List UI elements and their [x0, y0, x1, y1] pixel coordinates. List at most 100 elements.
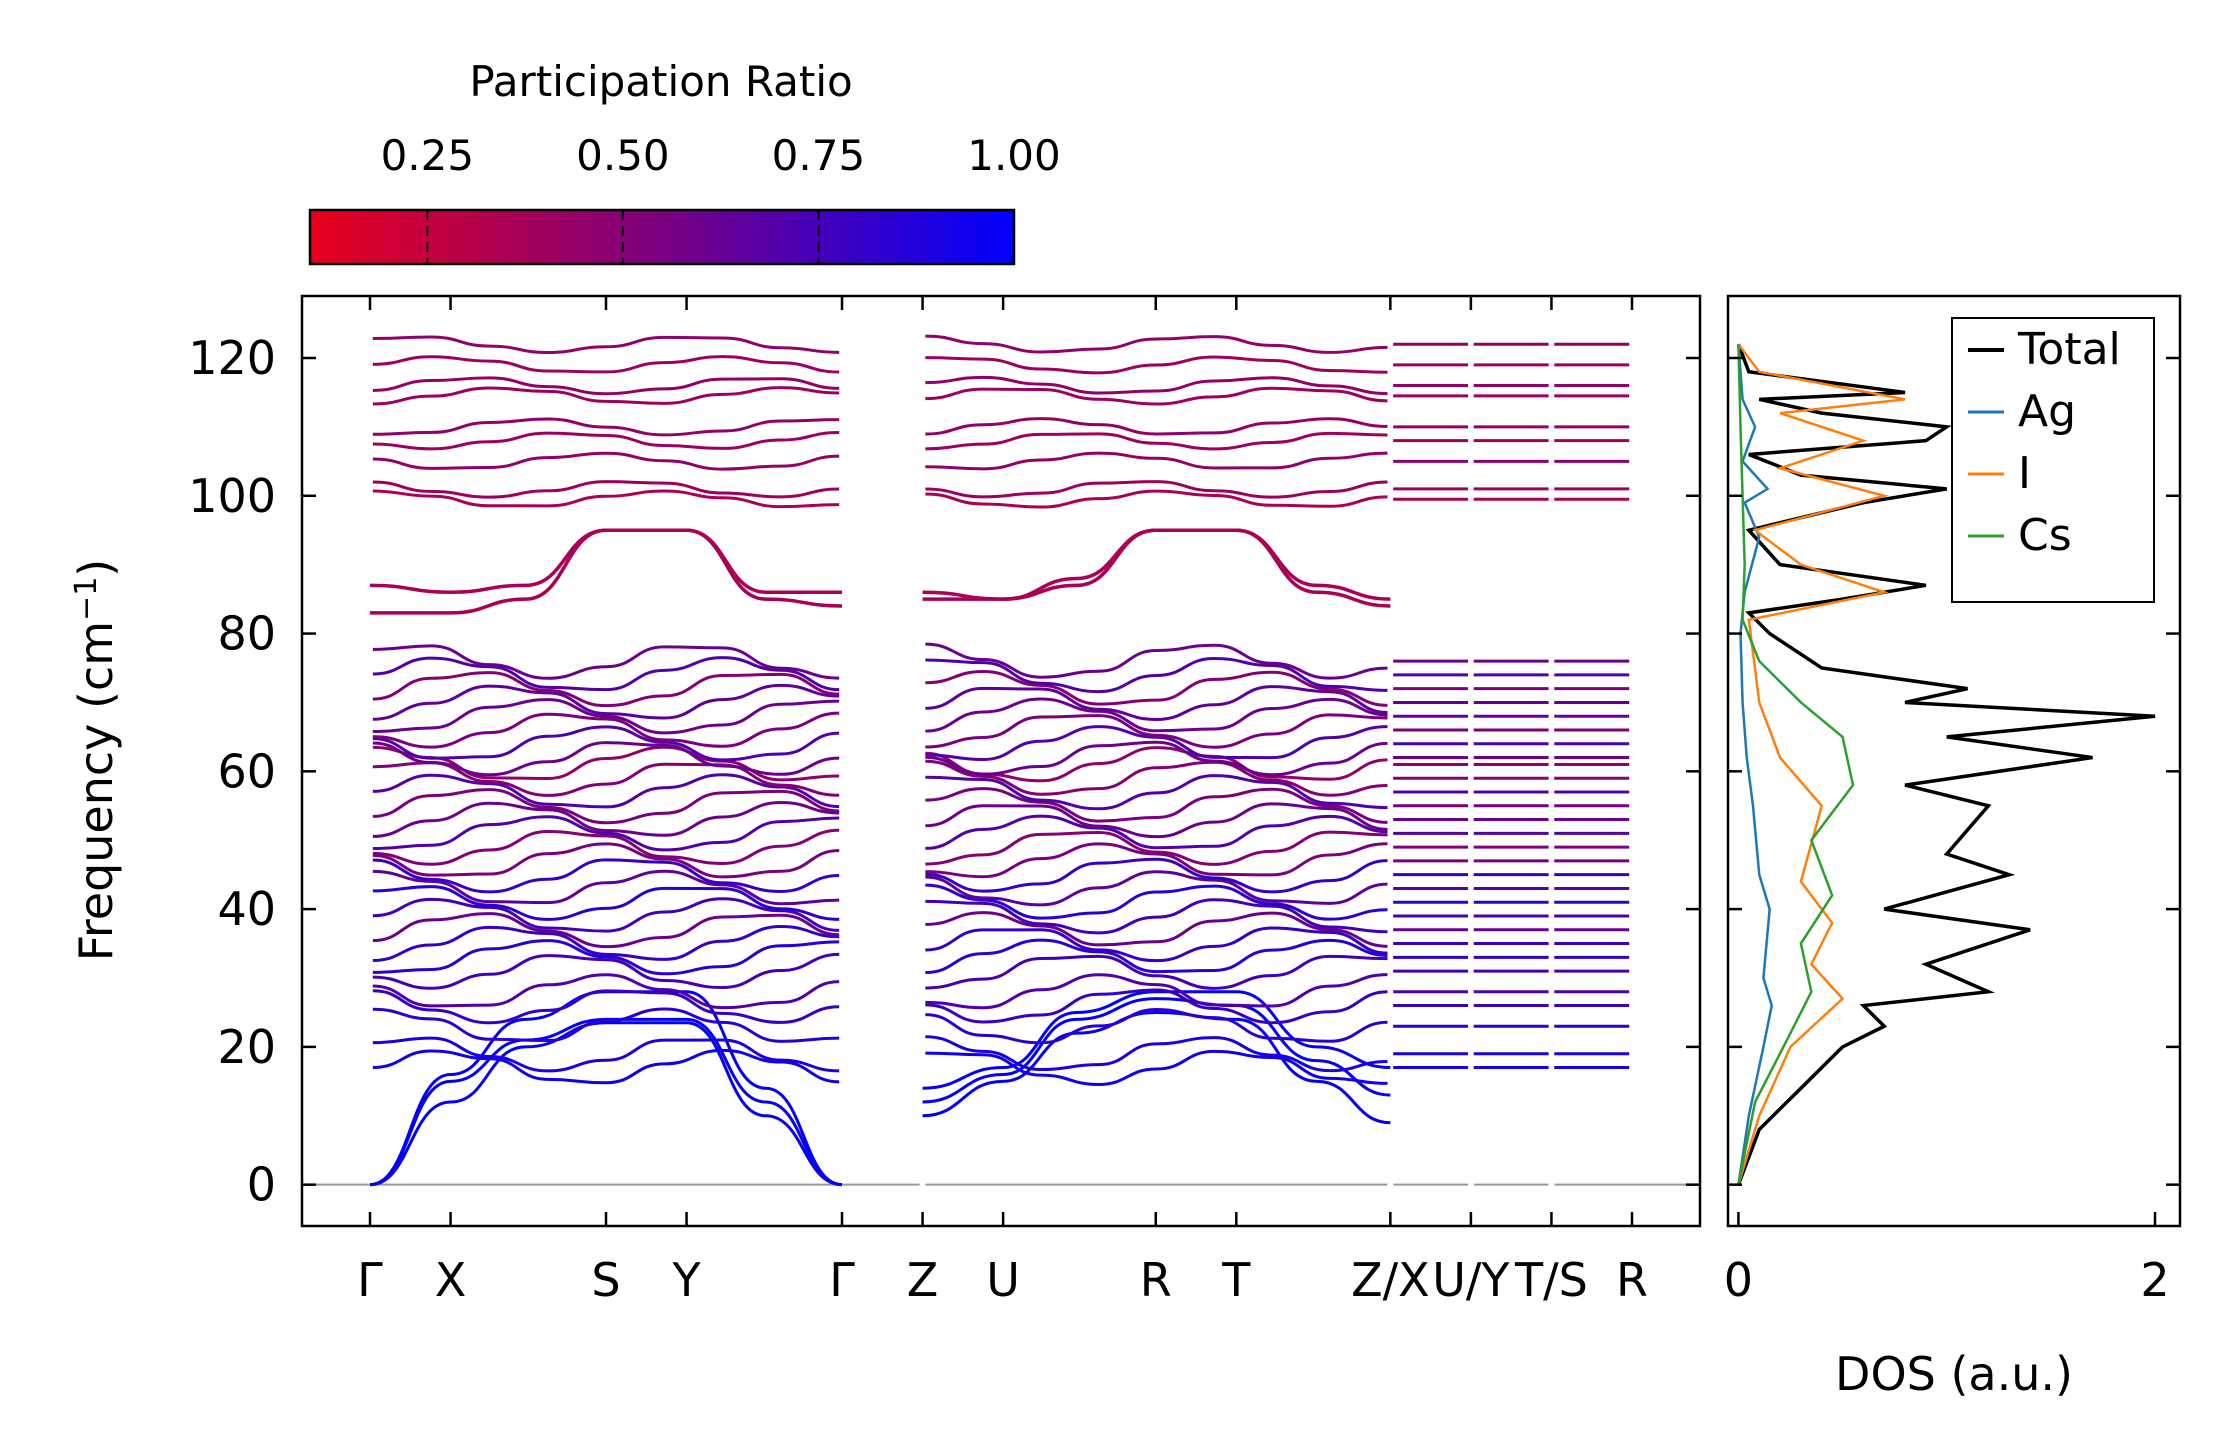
- band-optical: [925, 697, 1388, 733]
- band-optical: [372, 711, 840, 749]
- band-optic-hump-2: [369, 528, 843, 594]
- band-optical: [925, 814, 1388, 850]
- dos-series-total: [1736, 343, 2156, 1186]
- y-axis-title-text: Frequency (cm: [69, 621, 123, 961]
- band-optic-hump-1: [370, 528, 843, 615]
- band-optical: [372, 952, 840, 990]
- k-point-label: T/S: [1514, 1253, 1588, 1307]
- band-optical: [925, 451, 1388, 471]
- band-optical: [372, 431, 840, 451]
- k-point-label: Γ: [829, 1253, 855, 1307]
- band-acoustic-1: [369, 1021, 843, 1187]
- colorbar-tick-label: 1.00: [967, 131, 1061, 180]
- band-optical: [372, 773, 840, 809]
- k-point-label: Z/X: [1351, 1253, 1430, 1307]
- band-optical: [925, 911, 1388, 948]
- band-optical: [925, 489, 1388, 509]
- dos-x-axis-title: DOS (a.u.): [1835, 1347, 2073, 1401]
- band-optical: [372, 745, 840, 782]
- dos-panel: 0 2 DOS (a.u.) Total Ag I Cs: [1724, 294, 2182, 1401]
- band-optical: [372, 1048, 840, 1085]
- band-optical: [925, 355, 1388, 375]
- band-optical: [372, 897, 840, 933]
- band-optical: [925, 386, 1388, 406]
- band-optical: [925, 774, 1388, 811]
- legend-label: Cs: [2018, 510, 2072, 561]
- y-tick-label: 0: [247, 1158, 276, 1212]
- colorbar-gradient: [308, 208, 1016, 266]
- band-optical: [372, 644, 840, 680]
- band-optical: [372, 815, 840, 852]
- band-optical: [925, 857, 1388, 894]
- band-optical: [372, 912, 840, 949]
- band-optical: [925, 938, 1388, 975]
- band-plot-frame: [300, 294, 1702, 1228]
- k-point-label: U/Y: [1432, 1253, 1510, 1307]
- band-optical: [372, 386, 840, 406]
- y-tick-label: 120: [188, 331, 276, 385]
- band-optical: [372, 335, 840, 354]
- k-point-label: Y: [672, 1253, 702, 1307]
- band-acoustic-6: [922, 990, 1391, 1090]
- legend-label: Ag: [2018, 386, 2076, 437]
- k-point-label: S: [591, 1253, 620, 1307]
- dos-x-tick-label: 2: [2140, 1253, 2169, 1307]
- band-optical: [925, 802, 1388, 839]
- band-optical: [925, 1049, 1388, 1086]
- band-optical: [925, 1035, 1388, 1073]
- y-tick-label: 80: [217, 607, 276, 661]
- band-optical: [372, 417, 840, 437]
- band-optic-hump-3: [922, 528, 1391, 601]
- band-optical: [372, 480, 840, 499]
- colorbar-tick-label: 0.50: [576, 131, 670, 180]
- legend-frame: [1951, 317, 2155, 603]
- band-optical: [925, 1008, 1388, 1045]
- y-axis-title-sup: −1: [69, 577, 104, 621]
- band-optical: [925, 842, 1388, 879]
- legend-label: I: [2018, 448, 2031, 499]
- dos-legend: Total Ag I Cs: [1951, 317, 2155, 603]
- band-optical: [372, 869, 840, 906]
- band-optical: [925, 988, 1388, 1025]
- dos-plot-frame: [1726, 294, 2182, 1228]
- band-optical: [925, 480, 1388, 499]
- k-point-label: R: [1140, 1253, 1172, 1307]
- dos-series-ag: [1737, 344, 1774, 1185]
- band-optical: [372, 939, 840, 976]
- legend-label: Total: [2017, 324, 2121, 375]
- band-optical: [372, 656, 840, 692]
- colorbar-tick-label: 0.75: [772, 131, 866, 180]
- band-optical: [925, 787, 1388, 824]
- band-optical: [372, 800, 840, 838]
- colorbar-title: Participation Ratio: [469, 57, 852, 106]
- band-optical: [925, 417, 1388, 436]
- band-optical: [372, 1007, 840, 1043]
- k-point-label: Γ: [357, 1253, 383, 1307]
- band-optical: [372, 989, 840, 1025]
- colorbar-tick-label: 0.25: [381, 131, 475, 180]
- band-acoustic-5: [922, 997, 1391, 1104]
- band-optical: [925, 954, 1388, 990]
- band-optical: [925, 685, 1388, 722]
- band-acoustic-4: [922, 1010, 1391, 1125]
- band-optical: [372, 671, 840, 708]
- band-optical: [925, 870, 1388, 907]
- band-optical: [925, 898, 1388, 935]
- band-optical: [925, 431, 1388, 451]
- band-optical: [372, 788, 840, 825]
- band-optical: [925, 926, 1388, 963]
- band-optical: [925, 375, 1388, 396]
- k-point-label: T: [1221, 1253, 1251, 1307]
- band-optical: [925, 746, 1388, 783]
- band-optical: [372, 741, 840, 777]
- band-optical: [372, 885, 840, 921]
- band-optical: [925, 830, 1388, 866]
- y-axis-title-close: ): [69, 559, 123, 577]
- band-optical: [925, 642, 1388, 680]
- y-tick-label: 40: [217, 882, 276, 936]
- band-optical: [372, 973, 840, 1010]
- dos-x-tick-label: 0: [1724, 1253, 1753, 1307]
- band-optical: [925, 334, 1388, 354]
- band-optical: [372, 1036, 840, 1073]
